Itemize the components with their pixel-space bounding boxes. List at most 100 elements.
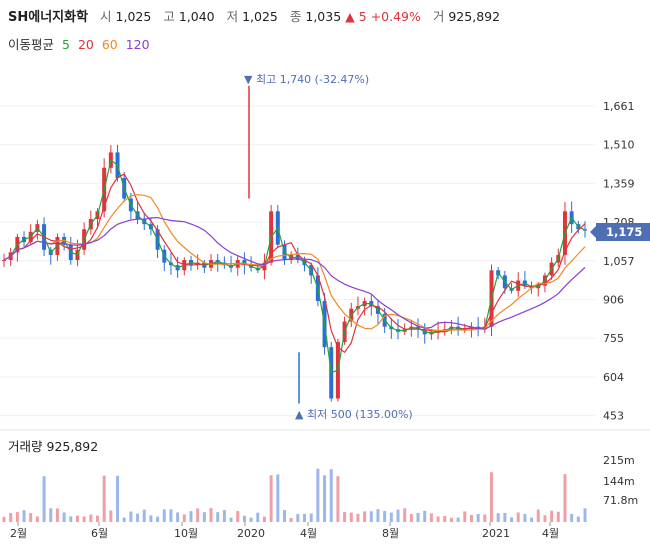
volume-bar	[35, 516, 39, 522]
volume-bar	[389, 512, 393, 522]
volume-bar	[196, 508, 200, 522]
volume-bar	[423, 510, 427, 522]
change-percent: +0.49%	[370, 9, 421, 24]
volume-bar	[556, 511, 560, 522]
y-tick-label: 755	[603, 332, 624, 345]
volume-bar	[356, 513, 360, 522]
change-value: ▲ 5	[345, 9, 367, 24]
volume-bar	[209, 508, 213, 522]
y-tick-label: 906	[603, 294, 624, 307]
volume-bar	[343, 511, 347, 522]
volume-bar	[463, 511, 467, 522]
volume-bar	[256, 512, 260, 522]
low-value: 1,025	[242, 9, 278, 24]
volume-panel-value: 925,892	[46, 439, 99, 454]
volume-bar	[563, 474, 567, 522]
volume-bar	[309, 513, 313, 522]
volume-bar	[282, 510, 286, 522]
volume-bar	[49, 508, 53, 522]
volume-bar	[142, 509, 146, 522]
volume-bar	[189, 511, 193, 522]
moving-average-label: 이동평균	[8, 37, 55, 52]
x-tick-label: 8월	[382, 527, 399, 540]
volume-bar	[95, 515, 99, 522]
volume-bar	[216, 512, 220, 522]
volume-bar	[75, 515, 79, 522]
volume-bar	[276, 474, 280, 522]
high-value: 1,040	[178, 9, 215, 24]
volume-bar	[29, 513, 33, 522]
volume-bar	[483, 514, 487, 522]
volume-bar	[62, 512, 66, 522]
volume-bar	[2, 516, 6, 522]
volume-bar	[15, 512, 19, 522]
volume-bar	[383, 510, 387, 522]
volume-bar	[449, 517, 453, 522]
volume-bar	[570, 513, 574, 522]
volume-bar	[510, 517, 514, 522]
current-price-value: 1,175	[606, 225, 643, 239]
volume-bar	[289, 517, 293, 522]
volume-bars	[2, 468, 587, 522]
ma-line-5	[3, 159, 586, 374]
ma-20-label: 20	[77, 37, 94, 52]
volume-bar	[182, 514, 186, 522]
ma-line-20	[3, 173, 586, 354]
volume-bar	[122, 517, 126, 522]
x-axis: 2월 6월 10월 2020 4월 8월 2021 4월	[10, 522, 559, 540]
volume-bar	[55, 508, 59, 522]
volume-bar	[82, 516, 86, 522]
volume-bar	[336, 476, 340, 522]
volume-bar	[583, 508, 587, 522]
moving-average-lines	[3, 159, 586, 374]
volume-label: 거	[432, 9, 445, 24]
volume-bar	[429, 513, 433, 522]
volume-bar	[222, 510, 226, 522]
volume-bar	[516, 512, 520, 522]
x-tick-label: 6월	[91, 527, 108, 540]
volume-tick-label: 144m	[603, 475, 635, 488]
volume-bar	[550, 510, 554, 522]
volume-bar	[490, 472, 494, 522]
candle-body	[583, 229, 587, 231]
x-tick-label: 2월	[10, 527, 27, 540]
volume-bar	[116, 475, 120, 522]
volume-tick-label: 71.8m	[603, 494, 638, 507]
volume-bar	[136, 513, 140, 522]
y-tick-label: 1,661	[603, 100, 635, 113]
volume-bar	[169, 509, 173, 522]
low-label: 저	[226, 9, 239, 24]
volume-bar	[576, 516, 580, 522]
close-value: 1,035	[305, 9, 342, 24]
volume-bar	[262, 516, 266, 522]
x-tick-label: 4월	[542, 527, 559, 540]
y-tick-label: 453	[603, 410, 624, 423]
volume-bar	[229, 517, 233, 522]
ma-60-label: 60	[101, 37, 118, 52]
volume-bar	[329, 469, 333, 522]
y-tick-label: 1,359	[603, 177, 635, 190]
candlestick-series	[2, 85, 587, 404]
ma-5-label: 5	[62, 37, 70, 52]
low-annotation: ▲ 최저 500 (135.00%)	[295, 408, 413, 421]
close-label: 종	[289, 9, 302, 24]
volume-bar	[236, 511, 240, 522]
volume-bar	[396, 509, 400, 522]
volume-bar	[363, 511, 367, 522]
y-tick-label: 604	[603, 371, 624, 384]
volume-bar	[202, 512, 206, 522]
volume-bar	[316, 468, 320, 522]
open-label: 시	[100, 9, 112, 24]
open-value: 1,025	[115, 9, 152, 24]
moving-average-legend[interactable]: 이동평균 5 20 60 120	[8, 34, 150, 53]
volume-bar	[129, 511, 133, 522]
ma-line-60	[3, 194, 586, 332]
x-tick-label: 4월	[300, 527, 317, 540]
volume-bar	[149, 515, 153, 522]
volume-bar	[22, 510, 26, 522]
volume-bar	[349, 512, 353, 522]
ma-120-label: 120	[125, 37, 150, 52]
volume-bar	[536, 509, 540, 522]
